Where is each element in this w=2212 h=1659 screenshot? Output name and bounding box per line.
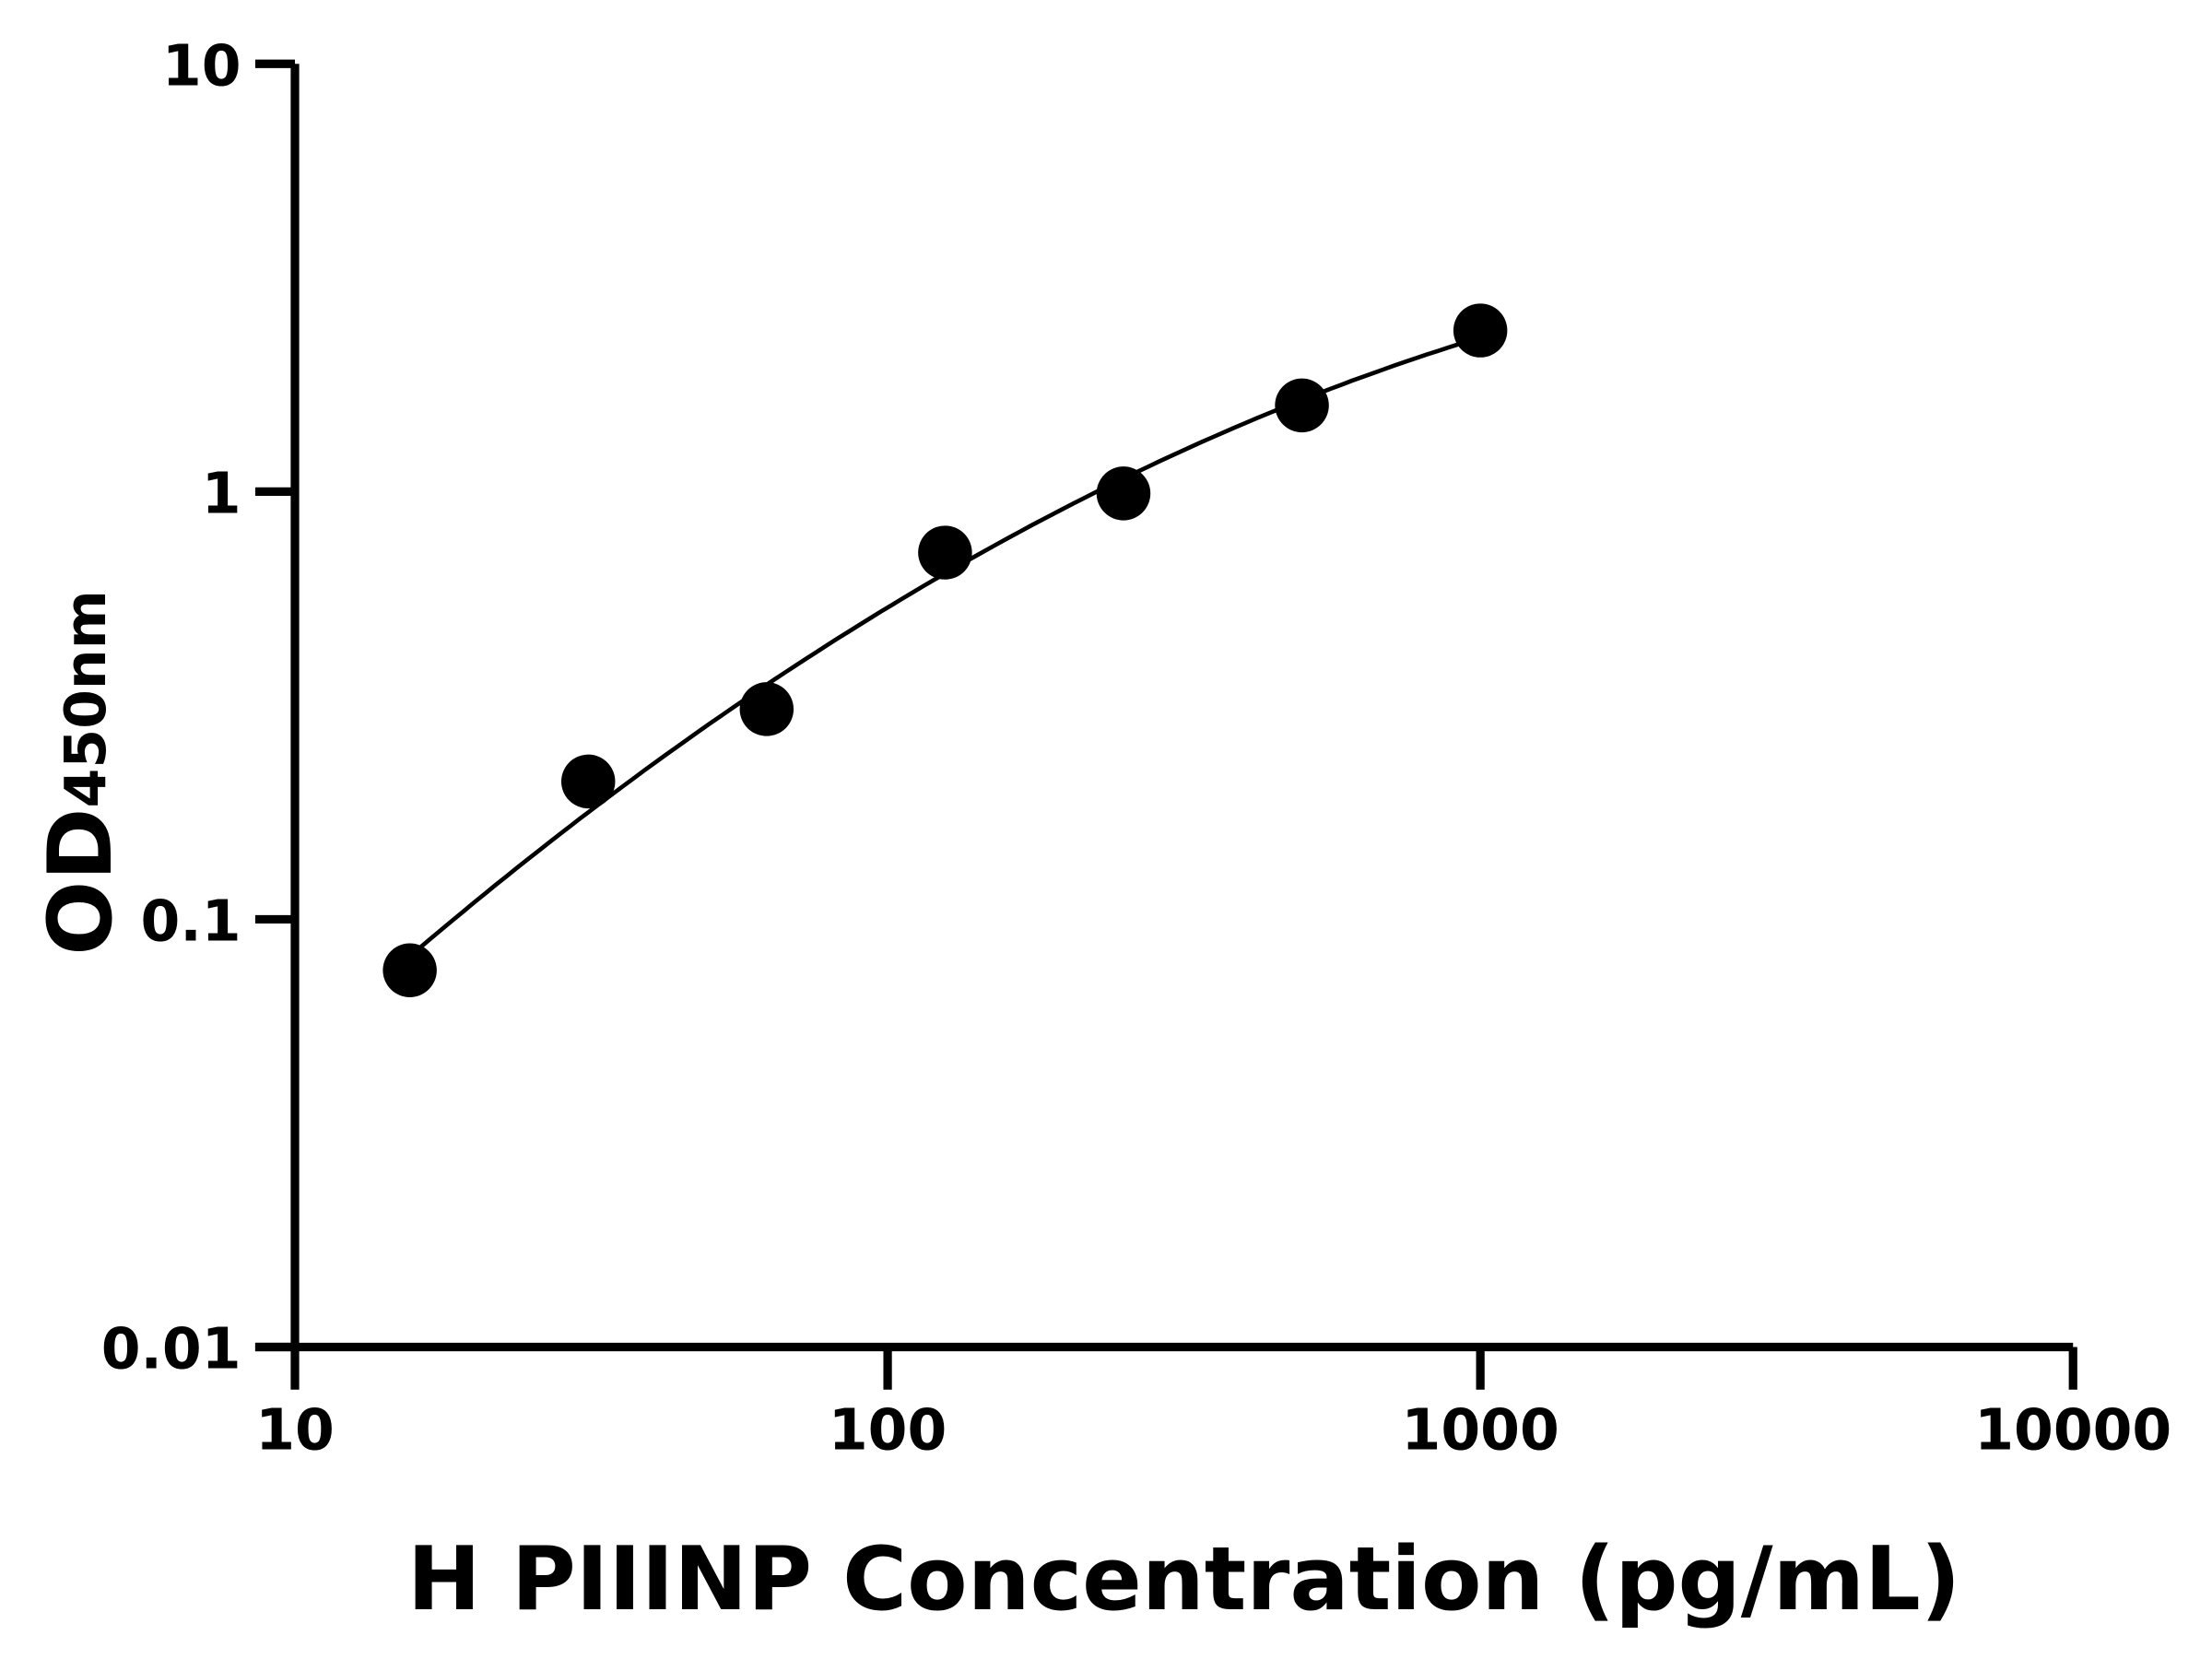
ticks: 10 100 1000 10000 0.01 0.1 1 10 [101, 32, 2171, 1463]
axes [254, 64, 2074, 1352]
x-tick-label: 10 [255, 1396, 335, 1463]
data-points [382, 303, 1508, 997]
fit-curve [408, 335, 1481, 959]
x-tick-label: 100 [829, 1396, 947, 1463]
x-tick-label: 10000 [1974, 1396, 2171, 1463]
y-axis-label-sub: 450nm [53, 590, 119, 807]
data-point [918, 525, 972, 580]
y-tick-label: 0.1 [141, 888, 241, 955]
data-point [560, 754, 616, 809]
x-tick-label: 1000 [1402, 1396, 1559, 1463]
data-point [1453, 303, 1508, 358]
svg-text:OD450nm: OD450nm [29, 590, 132, 956]
y-axis-label: OD450nm [29, 590, 132, 956]
y-axis-label-main: OD [29, 807, 132, 955]
data-point [382, 943, 437, 997]
y-tick-label: 0.01 [101, 1316, 241, 1382]
data-point [739, 682, 794, 736]
y-tick-label: 1 [202, 460, 241, 526]
data-point [1275, 378, 1329, 433]
x-axis-label: H PIIINP Concentration (pg/mL) [407, 1528, 1960, 1630]
y-tick-label: 10 [162, 32, 241, 99]
data-point [1096, 466, 1151, 521]
